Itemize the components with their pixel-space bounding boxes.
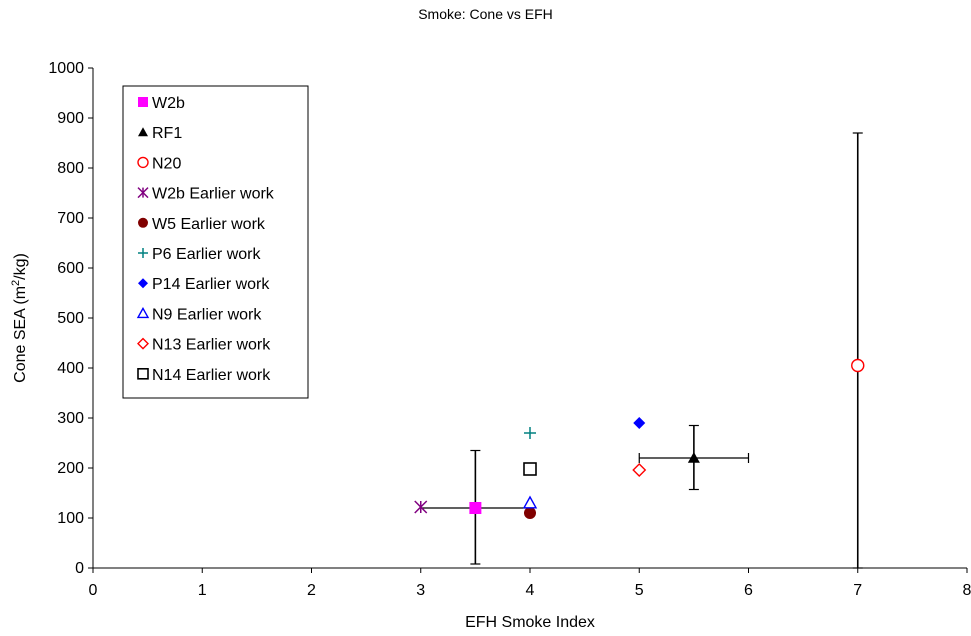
data-point <box>633 417 646 429</box>
legend-marker <box>138 248 148 258</box>
y-tick-label: 1000 <box>48 60 84 77</box>
legend-entry-label: RF1 <box>152 125 182 142</box>
data-point <box>469 502 482 514</box>
legend-marker <box>137 367 149 380</box>
legend-entry-label: N14 Earlier work <box>152 367 271 384</box>
data-point <box>522 495 538 509</box>
data-point <box>687 452 700 463</box>
y-tick-label: 800 <box>57 160 84 177</box>
legend-marker <box>138 278 148 289</box>
legend-entry-label: N9 Earlier work <box>152 306 262 323</box>
data-point <box>523 462 537 476</box>
y-tick-label: 700 <box>57 210 84 227</box>
x-tick-label: 3 <box>416 582 425 599</box>
legend: W2b RF1 N20 W2b Earlier work W5 Earlier work… <box>122 85 309 399</box>
data-point <box>524 507 536 519</box>
x-tick-label: 4 <box>526 582 535 599</box>
error-bars <box>420 132 863 569</box>
data-point <box>851 358 865 373</box>
x-tick-label: 7 <box>853 582 862 599</box>
legend-marker <box>138 127 148 137</box>
y-tick-label: 0 <box>75 560 84 577</box>
legend-entry-label: W2b Earlier work <box>152 186 275 203</box>
data-point <box>414 500 428 514</box>
chart-title: Smoke: Cone vs EFH <box>418 6 553 22</box>
legend-entry-label: W2b <box>152 95 185 112</box>
legend-marker <box>136 306 150 319</box>
legend-box <box>122 85 309 399</box>
y-axis-label-main: Cone SEA (m <box>12 286 29 383</box>
y-tick-label: 100 <box>57 510 84 527</box>
y-tick-label: 600 <box>57 260 84 277</box>
data-points <box>414 358 865 519</box>
legend-entry-label: P14 Earlier work <box>152 276 270 293</box>
legend-marker <box>138 97 148 107</box>
x-tick-label: 6 <box>744 582 753 599</box>
data-point <box>524 427 536 439</box>
y-tick-label: 900 <box>57 110 84 127</box>
x-tick-label: 1 <box>198 582 207 599</box>
y-tick-label: 300 <box>57 410 84 427</box>
y-axis-label-tail: /kg) <box>12 253 29 280</box>
x-tick-label: 5 <box>635 582 644 599</box>
x-tick-label: 8 <box>963 582 971 599</box>
legend-marker <box>137 337 149 350</box>
legend-marker <box>137 156 149 169</box>
y-tick-label: 200 <box>57 460 84 477</box>
y-tick-label: 400 <box>57 360 84 377</box>
legend-entry-label: P6 Earlier work <box>152 246 261 263</box>
legend-marker <box>138 217 148 228</box>
legend-entry-label: W5 Earlier work <box>152 216 266 233</box>
x-axis-label: EFH Smoke Index <box>465 614 595 631</box>
axes: 0 100 200 300 400 500 600 700 800 900 1000 0 1 2 3 4 5 6 7… <box>48 60 971 599</box>
y-tick-label: 500 <box>57 310 84 327</box>
legend-marker <box>137 187 149 199</box>
y-axis-label: Cone SEA (m2/kg) <box>10 253 29 383</box>
y-axis-label-superscript: 2 <box>10 280 22 286</box>
legend-entry-label: N13 Earlier work <box>152 337 271 354</box>
x-tick-label: 2 <box>307 582 316 599</box>
data-point <box>632 463 647 477</box>
legend-entry-label: N20 <box>152 155 181 172</box>
x-tick-label: 0 <box>89 582 98 599</box>
